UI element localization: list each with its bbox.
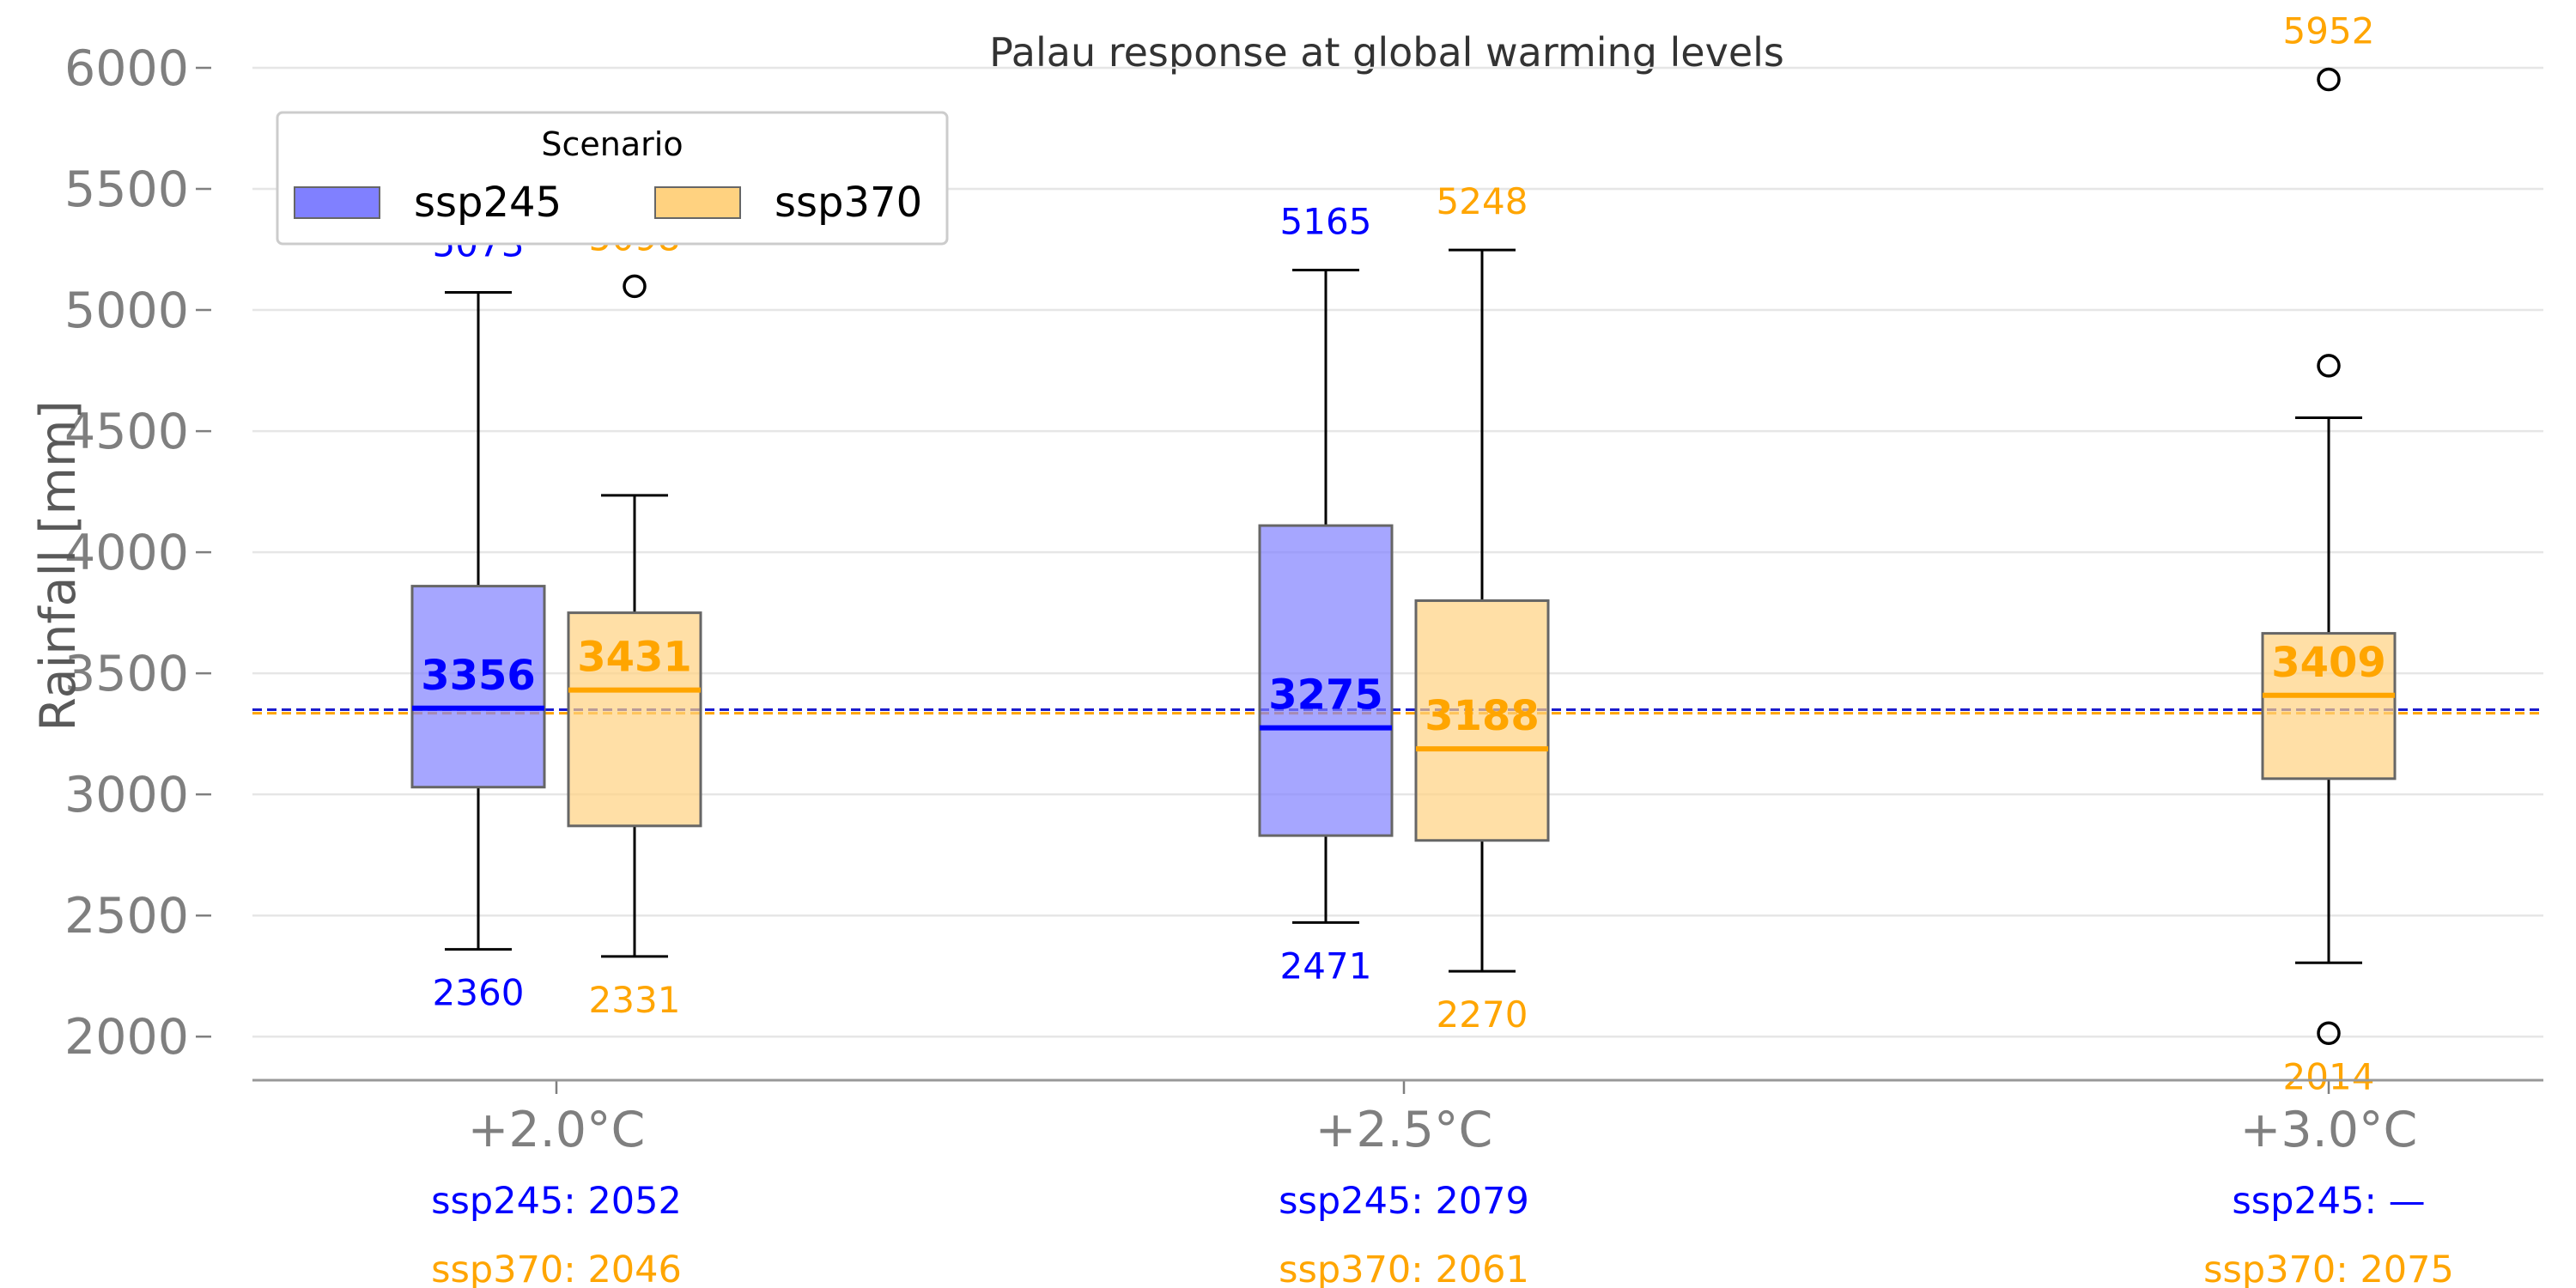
- max-label: 5248: [1437, 180, 1528, 222]
- year-label-1-ssp245: ssp245: 2052: [431, 1180, 682, 1223]
- ytick-label-2000: 2000: [64, 1009, 189, 1066]
- min-label: 2360: [433, 972, 525, 1014]
- legend-frame: [276, 111, 949, 246]
- legend-label-ssp245: ssp245: [414, 179, 562, 227]
- min-label: 2331: [589, 979, 681, 1021]
- xtick-label-3: +3.0°C: [2240, 1102, 2418, 1158]
- median-label: 3356: [421, 652, 536, 700]
- ytick-label-3500: 3500: [64, 646, 189, 702]
- box-1-ssp370: 343150982331: [567, 216, 702, 1021]
- legend: Scenario ssp245 ssp370: [276, 111, 949, 246]
- outlier-point-3: [2317, 1021, 2341, 1046]
- median-label: 3431: [577, 634, 692, 682]
- iqr-box: [410, 585, 546, 789]
- y-axis-label: Rainfall [mm]: [30, 400, 87, 732]
- max-label: 5952: [2283, 10, 2375, 52]
- year-label-1-ssp370: ssp370: 2046: [431, 1249, 682, 1288]
- legend-swatch-ssp245: [294, 186, 380, 219]
- min-label: 2270: [1437, 993, 1528, 1036]
- legend-title: Scenario: [541, 125, 683, 163]
- min-label: 2471: [1280, 945, 1372, 987]
- xtick-label-1: +2.0°C: [468, 1102, 646, 1158]
- box-3-ssp370: 3409 5952 2014: [2261, 10, 2397, 1097]
- legend-label-ssp370: ssp370: [775, 179, 922, 227]
- iqr-box: [1258, 524, 1394, 837]
- ytick-label-5000: 5000: [64, 283, 189, 339]
- legend-swatch-ssp370: [654, 186, 741, 219]
- median-label: 3409: [2271, 639, 2386, 687]
- tick-labels: 2000 2500 3000 3500 4000 4500 5000 5500 6000 +2.0…: [64, 40, 2454, 1288]
- iqr-box: [2261, 632, 2397, 781]
- xtick-label-2: +2.5°C: [1315, 1102, 1493, 1158]
- outlier-point-1: [623, 274, 647, 299]
- median-label: 3188: [1425, 692, 1540, 740]
- year-label-3-ssp370: ssp370: 2075: [2203, 1249, 2454, 1288]
- year-label-3-ssp245: ssp245: —: [2232, 1180, 2425, 1223]
- min-label: 2014: [2283, 1055, 2375, 1097]
- max-label: 5165: [1280, 201, 1372, 243]
- ytick-label-4500: 4500: [64, 404, 189, 460]
- ytick-label-4000: 4000: [64, 525, 189, 581]
- iqr-box: [567, 611, 702, 828]
- year-label-2-ssp245: ssp245: 2079: [1279, 1180, 1529, 1223]
- outlier-point-1: [2317, 354, 2341, 378]
- year-label-2-ssp370: ssp370: 2061: [1279, 1249, 1529, 1288]
- ytick-label-3000: 3000: [64, 767, 189, 823]
- ytick-label-6000: 6000: [64, 40, 189, 97]
- ytick-label-2500: 2500: [64, 888, 189, 945]
- iqr-box: [1414, 599, 1550, 842]
- box-2-ssp245: 3275 5165 2471: [1258, 201, 1394, 987]
- median-label: 3275: [1268, 671, 1383, 720]
- box-2-ssp370: 3188 5248 2270: [1414, 180, 1550, 1036]
- outlier-point-2: [2317, 67, 2341, 92]
- ytick-label-5500: 5500: [64, 161, 189, 218]
